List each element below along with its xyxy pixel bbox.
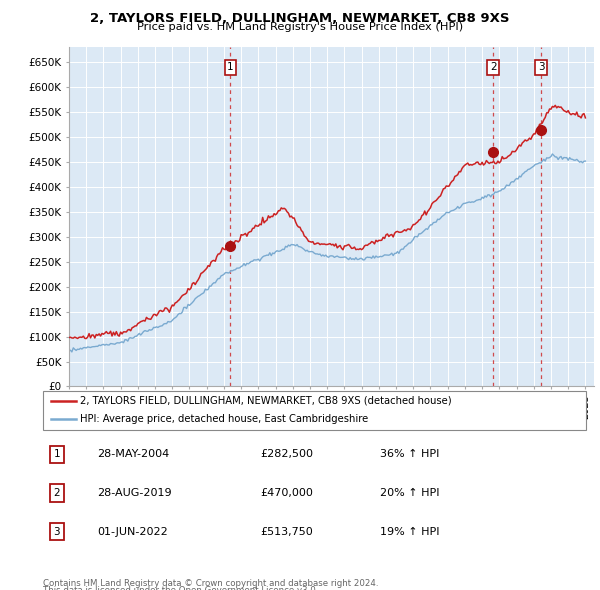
Text: 2: 2 xyxy=(53,488,60,498)
Text: 2: 2 xyxy=(490,63,497,73)
Text: £282,500: £282,500 xyxy=(260,449,313,459)
Text: 28-AUG-2019: 28-AUG-2019 xyxy=(97,488,172,498)
Text: HPI: Average price, detached house, East Cambridgeshire: HPI: Average price, detached house, East… xyxy=(80,414,368,424)
Text: 2, TAYLORS FIELD, DULLINGHAM, NEWMARKET, CB8 9XS (detached house): 2, TAYLORS FIELD, DULLINGHAM, NEWMARKET,… xyxy=(80,396,452,406)
Text: 19% ↑ HPI: 19% ↑ HPI xyxy=(380,527,439,537)
Text: This data is licensed under the Open Government Licence v3.0.: This data is licensed under the Open Gov… xyxy=(43,586,319,590)
Text: 36% ↑ HPI: 36% ↑ HPI xyxy=(380,449,439,459)
Text: 20% ↑ HPI: 20% ↑ HPI xyxy=(380,488,439,498)
Text: 28-MAY-2004: 28-MAY-2004 xyxy=(97,449,170,459)
Text: Contains HM Land Registry data © Crown copyright and database right 2024.: Contains HM Land Registry data © Crown c… xyxy=(43,579,379,588)
Text: 3: 3 xyxy=(53,527,60,537)
Text: 01-JUN-2022: 01-JUN-2022 xyxy=(97,527,168,537)
Text: 3: 3 xyxy=(538,63,544,73)
Text: Price paid vs. HM Land Registry's House Price Index (HPI): Price paid vs. HM Land Registry's House … xyxy=(137,22,463,32)
FancyBboxPatch shape xyxy=(43,391,586,430)
Text: 1: 1 xyxy=(53,449,60,459)
Text: 2, TAYLORS FIELD, DULLINGHAM, NEWMARKET, CB8 9XS: 2, TAYLORS FIELD, DULLINGHAM, NEWMARKET,… xyxy=(90,12,510,25)
Text: £513,750: £513,750 xyxy=(260,527,313,537)
Text: £470,000: £470,000 xyxy=(260,488,313,498)
Text: 1: 1 xyxy=(227,63,234,73)
